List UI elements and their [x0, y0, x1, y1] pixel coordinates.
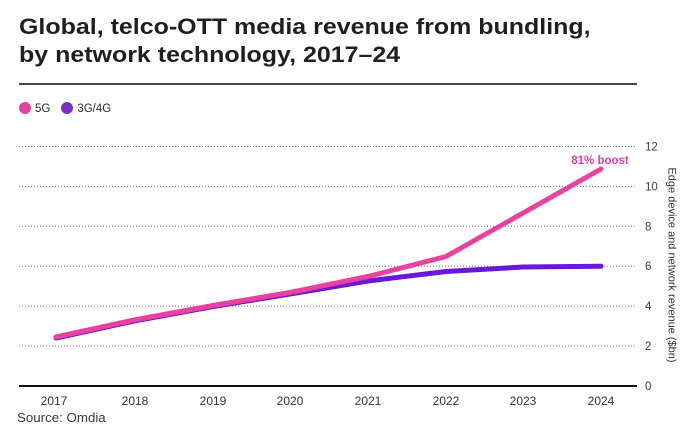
- svg-text:10: 10: [645, 181, 658, 193]
- svg-text:2023: 2023: [510, 394, 537, 408]
- svg-text:81% boost: 81% boost: [571, 155, 629, 167]
- svg-text:2017: 2017: [41, 394, 68, 408]
- svg-text:12: 12: [645, 142, 658, 154]
- svg-text:6: 6: [645, 261, 651, 273]
- svg-text:2021: 2021: [355, 394, 382, 408]
- svg-text:4: 4: [645, 301, 652, 313]
- svg-text:0: 0: [645, 381, 651, 393]
- svg-text:2019: 2019: [200, 394, 227, 408]
- svg-text:2020: 2020: [277, 394, 304, 408]
- svg-text:2024: 2024: [588, 394, 615, 408]
- svg-text:2022: 2022: [433, 394, 460, 408]
- svg-text:2: 2: [645, 341, 651, 353]
- svg-text:2018: 2018: [122, 394, 149, 408]
- svg-text:Edge device and network revenu: Edge device and network revenue ($bn): [666, 167, 678, 362]
- svg-text:8: 8: [645, 221, 651, 233]
